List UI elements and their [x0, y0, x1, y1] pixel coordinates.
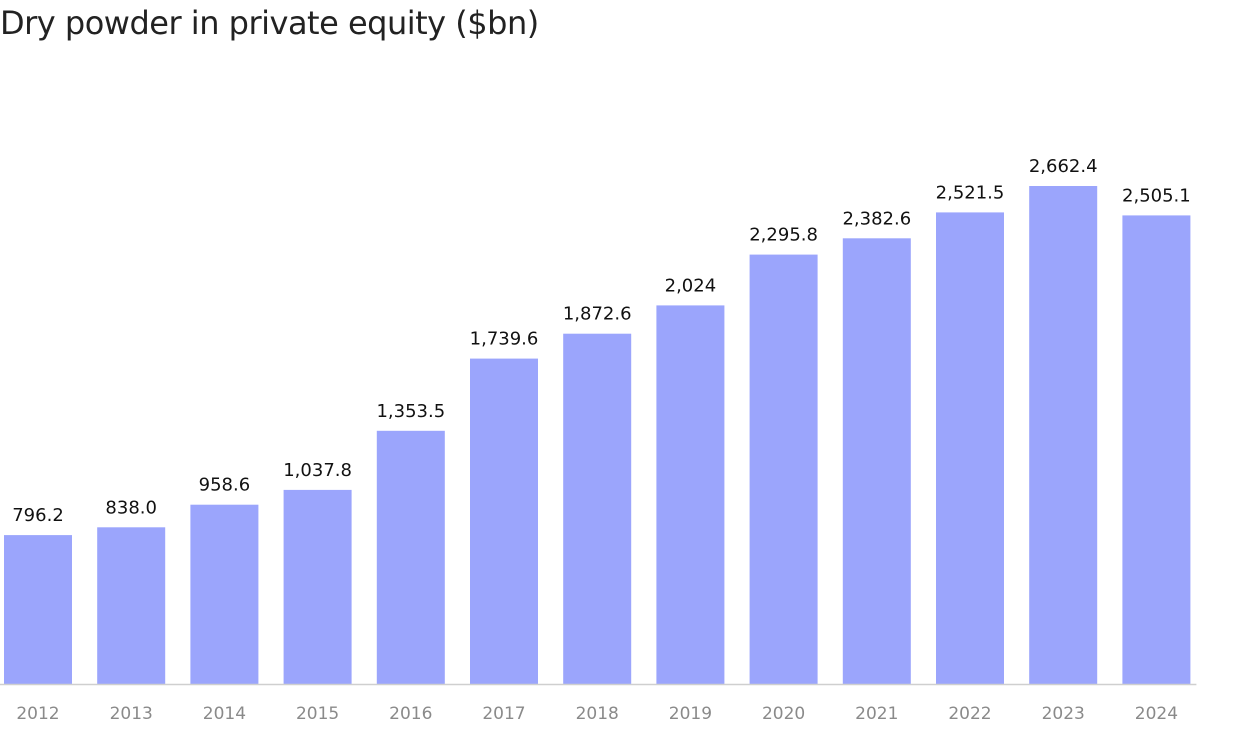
bar-2014: [190, 504, 259, 684]
bars-group: [4, 186, 1191, 685]
value-label-2015: 1,037.8: [283, 460, 352, 481]
x-tick-2022: 2022: [948, 704, 991, 724]
x-tick-2015: 2015: [296, 704, 339, 724]
x-tick-2024: 2024: [1135, 704, 1178, 724]
x-tick-2014: 2014: [203, 704, 246, 724]
bar-2024: [1122, 215, 1191, 684]
bar-2018: [563, 333, 632, 684]
value-label-2012: 796.2: [12, 505, 64, 526]
bar-2012: [4, 535, 72, 684]
x-tick-2023: 2023: [1042, 704, 1085, 724]
value-label-2024: 2,505.1: [1122, 185, 1191, 206]
x-tick-2016: 2016: [389, 704, 432, 724]
value-label-2016: 1,353.5: [376, 401, 445, 422]
x-tick-2018: 2018: [576, 704, 619, 724]
x-tick-2019: 2019: [669, 704, 712, 724]
bar-2015: [283, 489, 352, 684]
value-label-2019: 2,024: [665, 275, 717, 296]
bar-2013: [97, 527, 166, 684]
bar-2020: [749, 254, 818, 684]
x-tick-2020: 2020: [762, 704, 805, 724]
x-tick-labels-group: 2012 2013 2014 2015 2016 2017 2018 2019 2020 2021…: [16, 704, 1178, 724]
value-label-2021: 2,382.6: [842, 208, 911, 229]
bar-2023: [1029, 186, 1098, 684]
value-label-2018: 1,872.6: [563, 304, 632, 325]
x-tick-2021: 2021: [855, 704, 898, 724]
bar-2019: [656, 305, 725, 684]
value-label-2017: 1,739.6: [470, 329, 539, 350]
x-tick-2017: 2017: [482, 704, 525, 724]
chart-title: Dry powder in private equity ($bn): [0, 4, 539, 42]
bar-2022: [936, 212, 1004, 684]
bar-2021: [842, 238, 911, 685]
value-label-2023: 2,662.4: [1029, 156, 1098, 177]
value-label-2020: 2,295.8: [749, 225, 818, 246]
x-tick-2012: 2012: [16, 704, 59, 724]
value-label-2022: 2,521.5: [936, 182, 1005, 203]
x-tick-2013: 2013: [110, 704, 153, 724]
value-label-2013: 838.0: [105, 497, 157, 518]
value-label-2014: 958.6: [199, 475, 251, 496]
bar-2016: [376, 430, 445, 684]
bar-2017: [470, 358, 538, 684]
value-labels-group: 796.2 838.0 958.6 1,037.8 1,353.5 1,739.6 1,87…: [12, 156, 1191, 526]
